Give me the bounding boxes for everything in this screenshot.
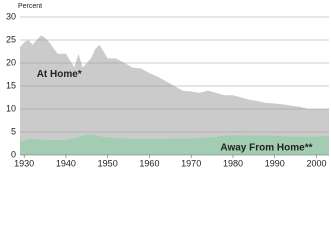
x-tick-label: 2000 xyxy=(306,158,326,168)
x-tick-label: 1980 xyxy=(223,158,243,168)
x-tick-label: 1950 xyxy=(98,158,118,168)
series-label: At Home* xyxy=(37,69,82,80)
y-tick-label: 30 xyxy=(6,11,16,21)
y-axis-label: Percent xyxy=(18,3,42,10)
chart: Percent 0 5 10 15 20 25 30 1930 1940 1950 1960 1970… xyxy=(6,3,329,168)
series-label: Away From Home** xyxy=(220,142,312,153)
x-tick-label: 1940 xyxy=(56,158,76,168)
y-tick-label: 5 xyxy=(11,126,16,136)
y-tick-label: 15 xyxy=(6,80,16,90)
area xyxy=(20,35,329,155)
y-tick-label: 20 xyxy=(6,57,16,67)
x-tick-label: 1990 xyxy=(265,158,285,168)
y-tick-label: 25 xyxy=(6,34,16,44)
y-tick-label: 0 xyxy=(11,149,16,159)
area xyxy=(20,134,329,155)
x-tick-label: 1960 xyxy=(139,158,159,168)
x-tick-label: 1930 xyxy=(14,158,34,168)
y-tick-label: 10 xyxy=(6,103,16,113)
x-tick-label: 1970 xyxy=(181,158,201,168)
